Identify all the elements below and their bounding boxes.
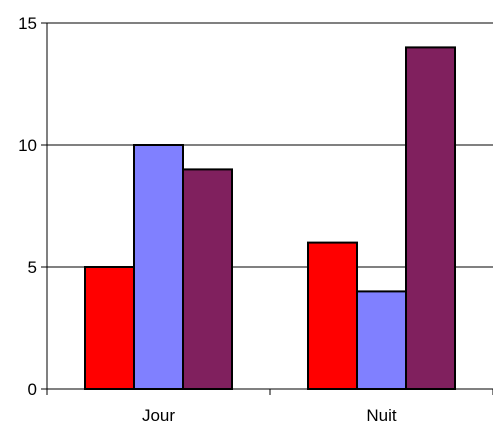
y-tick-label: 10 [18, 136, 37, 155]
axes [41, 22, 493, 395]
x-category-label: Jour [142, 406, 175, 425]
bars [84, 46, 456, 391]
bar-1-jour [84, 266, 135, 390]
y-tick-labels: 0 5 10 15 [18, 14, 37, 399]
x-category-label: Nuit [366, 406, 397, 425]
y-tick-label: 5 [28, 258, 37, 277]
x-category-labels: Jour Nuit [142, 406, 397, 425]
y-tick-label: 0 [28, 380, 37, 399]
bar-3-jour [182, 168, 233, 390]
y-tick-label: 15 [18, 14, 37, 33]
bar-3-nuit [405, 46, 456, 391]
bar-1-nuit [307, 241, 358, 390]
bar-2-jour [133, 144, 184, 390]
bar-2-nuit [356, 290, 407, 390]
